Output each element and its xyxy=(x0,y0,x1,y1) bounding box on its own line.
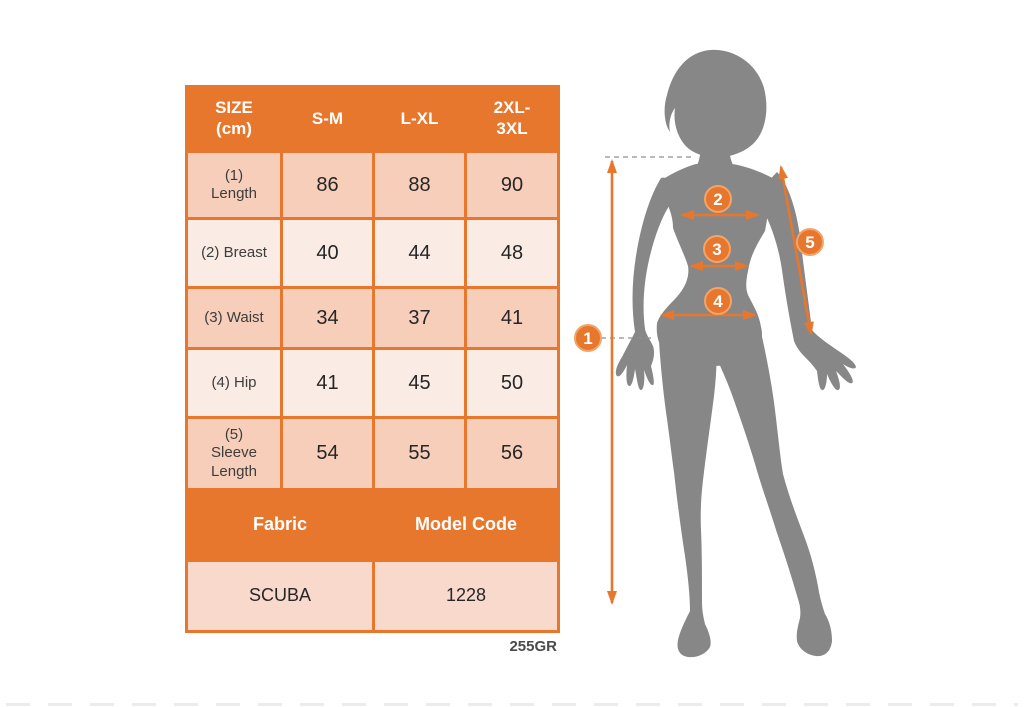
silhouette-left-arm xyxy=(615,177,673,390)
sleeve-arrow xyxy=(778,165,814,336)
fabric-header: Fabric xyxy=(188,491,372,559)
breast-badge: 2 xyxy=(704,185,732,213)
waist-badge-circle xyxy=(703,235,731,263)
value-breast-lxl: 44 xyxy=(375,220,464,286)
value-waist-sm: 34 xyxy=(283,289,372,347)
model-code-header: Model Code xyxy=(375,491,557,559)
size-table: SIZE (cm) S-M L-XL 2XL- 3XL (1) Length 8… xyxy=(185,85,560,633)
hip-badge: 4 xyxy=(704,287,732,315)
row-label-waist: (3) Waist xyxy=(188,289,280,347)
sleeve-badge: 5 xyxy=(796,228,824,256)
value-waist-2xl3xl: 41 xyxy=(467,289,557,347)
value-hip-sm: 41 xyxy=(283,350,372,416)
value-length-2xl3xl: 90 xyxy=(467,153,557,217)
row-label-breast: (2) Breast xyxy=(188,220,280,286)
col-header-l-xl: L-XL xyxy=(375,88,464,150)
col-header-size-cm: SIZE (cm) xyxy=(188,88,280,150)
hip-badge-circle xyxy=(704,287,732,315)
row-label-sleeve-length: (5) Sleeve Length xyxy=(188,419,280,488)
sleeve-badge-number: 5 xyxy=(805,233,814,252)
hip-badge-number: 4 xyxy=(713,292,723,311)
row-label-length: (1) Length xyxy=(188,153,280,217)
row-label-hip: (4) Hip xyxy=(188,350,280,416)
weight-note: 255GR xyxy=(509,638,557,655)
value-length-lxl: 88 xyxy=(375,153,464,217)
silhouette-left-leg xyxy=(658,320,717,658)
silhouette-right-arm xyxy=(760,172,856,391)
length-badge-number: 1 xyxy=(583,329,592,348)
value-sleeve-sm: 54 xyxy=(283,419,372,488)
col-header-s-m: S-M xyxy=(283,88,372,150)
breast-badge-number: 2 xyxy=(713,190,722,209)
model-code-value: 1228 xyxy=(375,562,557,630)
silhouette-right-leg xyxy=(716,328,832,657)
value-hip-lxl: 45 xyxy=(375,350,464,416)
sleeve-badge-circle xyxy=(796,228,824,256)
length-badge: 1 xyxy=(574,324,602,352)
fabric-value: SCUBA xyxy=(188,562,372,630)
col-header-2xl-3xl: 2XL- 3XL xyxy=(467,88,557,150)
value-sleeve-2xl3xl: 56 xyxy=(467,419,557,488)
page-bottom-edge xyxy=(6,703,1018,706)
length-badge-circle xyxy=(574,324,602,352)
value-sleeve-lxl: 55 xyxy=(375,419,464,488)
silhouette-head xyxy=(664,49,767,158)
value-length-sm: 86 xyxy=(283,153,372,217)
value-hip-2xl3xl: 50 xyxy=(467,350,557,416)
waist-badge: 3 xyxy=(703,235,731,263)
value-waist-lxl: 37 xyxy=(375,289,464,347)
value-breast-2xl3xl: 48 xyxy=(467,220,557,286)
value-breast-sm: 40 xyxy=(283,220,372,286)
waist-badge-number: 3 xyxy=(712,240,721,259)
breast-badge-circle xyxy=(704,185,732,213)
